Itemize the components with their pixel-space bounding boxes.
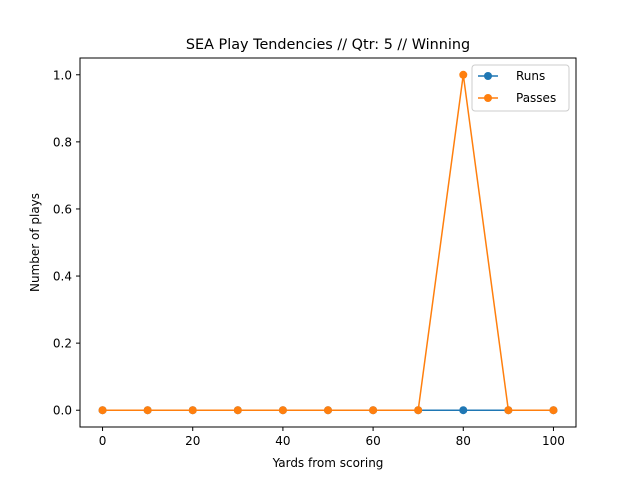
legend-label-passes: Passes bbox=[516, 91, 556, 105]
y-tick-label: 0.4 bbox=[53, 270, 72, 284]
y-tick-label: 1.0 bbox=[53, 68, 72, 82]
data-point-passes bbox=[188, 406, 197, 415]
x-tick-label: 40 bbox=[275, 434, 290, 448]
x-tick-label: 0 bbox=[99, 434, 107, 448]
data-point-passes bbox=[459, 70, 468, 79]
y-axis-label: Number of plays bbox=[28, 193, 42, 292]
data-point-passes bbox=[98, 406, 107, 415]
data-point-passes bbox=[504, 406, 513, 415]
x-tick-label: 20 bbox=[185, 434, 200, 448]
data-point-passes bbox=[549, 406, 558, 415]
data-point-passes bbox=[414, 406, 423, 415]
x-tick-label: 60 bbox=[365, 434, 380, 448]
legend-marker-passes bbox=[484, 94, 492, 102]
legend: Runs Passes bbox=[471, 64, 570, 112]
axis-ticks: 0 20 40 60 80 100 0.0 0.2 0.4 0.6 0.8 1.0 bbox=[53, 68, 565, 448]
chart-title: SEA Play Tendencies // Qtr: 5 // Winning bbox=[186, 37, 470, 53]
y-tick-label: 0.8 bbox=[53, 135, 72, 149]
data-point-passes bbox=[233, 406, 242, 415]
data-point-passes bbox=[278, 406, 287, 415]
series-passes bbox=[98, 70, 558, 415]
x-axis-label: Yards from scoring bbox=[272, 456, 384, 470]
data-point-runs bbox=[459, 406, 468, 415]
series-layer bbox=[98, 70, 558, 415]
data-point-passes bbox=[324, 406, 332, 415]
data-point-passes bbox=[369, 406, 378, 415]
y-tick-label: 0.2 bbox=[53, 337, 72, 351]
legend-label-runs: Runs bbox=[516, 69, 545, 83]
legend-marker-runs bbox=[484, 72, 492, 80]
plot-area bbox=[80, 58, 576, 427]
y-tick-label: 0.0 bbox=[53, 404, 72, 418]
plot-frame bbox=[79, 57, 577, 428]
x-tick-label: 100 bbox=[542, 434, 565, 448]
y-tick-label: 0.6 bbox=[53, 202, 72, 216]
data-point-passes bbox=[143, 406, 152, 415]
x-tick-label: 80 bbox=[456, 434, 471, 448]
